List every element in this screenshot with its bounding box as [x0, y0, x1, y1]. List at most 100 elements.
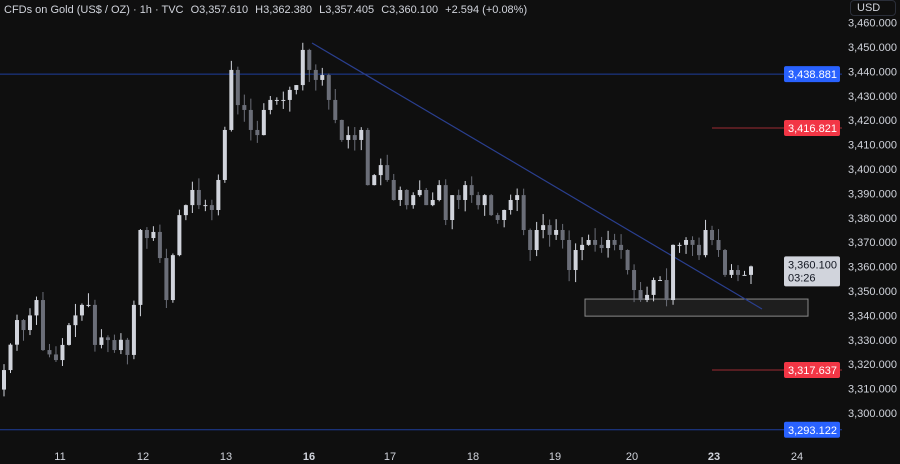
candle-body — [352, 135, 357, 140]
candle-body — [294, 85, 299, 90]
candle-body — [79, 304, 84, 316]
time-axis-tick: 23 — [708, 451, 720, 463]
candle-body — [248, 109, 253, 130]
candle-body — [339, 119, 344, 140]
price-axis-tick: 3,380.000 — [848, 213, 897, 225]
candle-body — [554, 230, 559, 235]
candle-body — [469, 185, 474, 196]
candle-body — [645, 294, 650, 301]
time-axis-tick: 16 — [303, 451, 315, 463]
candle-body — [697, 244, 702, 256]
candle-body — [92, 304, 97, 345]
candle-body — [307, 49, 312, 70]
candle-body — [612, 240, 617, 245]
candle-body — [521, 195, 526, 230]
price-axis-tick: 3,410.000 — [848, 140, 897, 152]
candle-body — [638, 290, 643, 301]
price-level-tag — [784, 361, 840, 378]
candle-body — [742, 274, 747, 276]
time-axis-tick: 18 — [467, 451, 479, 463]
candle-body — [593, 240, 598, 245]
candle-body — [677, 244, 682, 246]
currency-button[interactable]: USD — [850, 0, 896, 16]
price-axis-tick: 3,360.000 — [848, 262, 897, 274]
price-level-tag — [784, 421, 840, 438]
candle-body — [424, 189, 429, 206]
candle-body — [528, 230, 533, 251]
candle-body — [749, 266, 753, 275]
price-axis-tick: 3,340.000 — [848, 310, 897, 322]
ohlc-close: C3,360.100 — [381, 4, 439, 16]
time-axis-tick: 19 — [549, 451, 561, 463]
price-axis-tick: 3,320.000 — [848, 359, 897, 371]
candle-body — [437, 185, 442, 200]
candle-body — [196, 189, 201, 206]
candle-body — [534, 230, 539, 251]
candle-body — [60, 344, 65, 361]
candle-body — [203, 205, 208, 207]
candle-body — [580, 244, 585, 251]
candle-body — [417, 189, 422, 196]
candle-body — [190, 189, 195, 206]
candle-body — [606, 240, 611, 249]
candle-body — [690, 240, 695, 245]
candle-body — [8, 344, 13, 371]
candle-body — [73, 315, 78, 326]
candle-body — [177, 215, 182, 256]
candle-body — [151, 231, 156, 239]
candle-body — [736, 270, 741, 275]
candle-body — [209, 205, 214, 210]
price-axis-tick: 3,350.000 — [848, 286, 897, 298]
price-level-tag — [784, 66, 840, 83]
candle-body — [281, 99, 286, 101]
candle-body — [482, 195, 487, 206]
time-axis-tick: 13 — [220, 451, 232, 463]
candle-body — [632, 270, 637, 291]
candle-body — [599, 244, 604, 249]
price-axis-tick: 3,370.000 — [848, 237, 897, 249]
candle-body — [320, 75, 325, 80]
candle-body — [664, 280, 669, 301]
candle-body — [450, 195, 455, 220]
candle-body — [651, 280, 656, 295]
symbol-title[interactable]: CFDs on Gold (US$ / OZ) · 1h · TVC — [4, 4, 184, 16]
ohlc-low: L3,357.405 — [319, 4, 375, 16]
candle-body — [684, 240, 689, 245]
candle-body — [508, 199, 513, 210]
price-axis-tick: 3,440.000 — [848, 66, 897, 78]
price-level-label: 3,438.881 — [788, 69, 837, 81]
price-level-tag — [784, 119, 840, 136]
candle-body — [170, 255, 175, 301]
time-axis-tick: 24 — [791, 451, 803, 463]
candle-body — [313, 69, 318, 80]
time-axis-tick: 11 — [54, 451, 65, 463]
candle-body — [573, 250, 578, 271]
time-axis-tick: 20 — [626, 451, 638, 463]
candle-body — [619, 244, 624, 251]
candle-body — [547, 225, 552, 235]
candle-body — [430, 199, 435, 206]
candle-body — [346, 135, 351, 140]
candle-body — [710, 230, 715, 241]
candle-body — [222, 129, 227, 180]
candle-body — [105, 337, 110, 341]
candle-body — [2, 370, 6, 390]
candle-body — [300, 49, 305, 86]
candle-body — [385, 165, 390, 180]
candle-body — [671, 244, 676, 301]
candle-body — [268, 99, 273, 110]
candle-body — [144, 230, 149, 239]
price-axis-tick: 3,300.000 — [848, 408, 897, 420]
candle-body — [183, 205, 188, 216]
candle-body — [66, 325, 71, 345]
candle-body — [164, 258, 169, 301]
bar-countdown: 03:26 — [788, 272, 816, 284]
candle-body — [86, 304, 91, 306]
candle-body — [216, 179, 221, 210]
candle-body — [703, 230, 708, 256]
trendline — [311, 42, 763, 310]
support-zone-rectangle — [584, 298, 809, 317]
ohlc-high: H3,362.380 — [255, 4, 313, 16]
candle-body — [443, 185, 448, 220]
